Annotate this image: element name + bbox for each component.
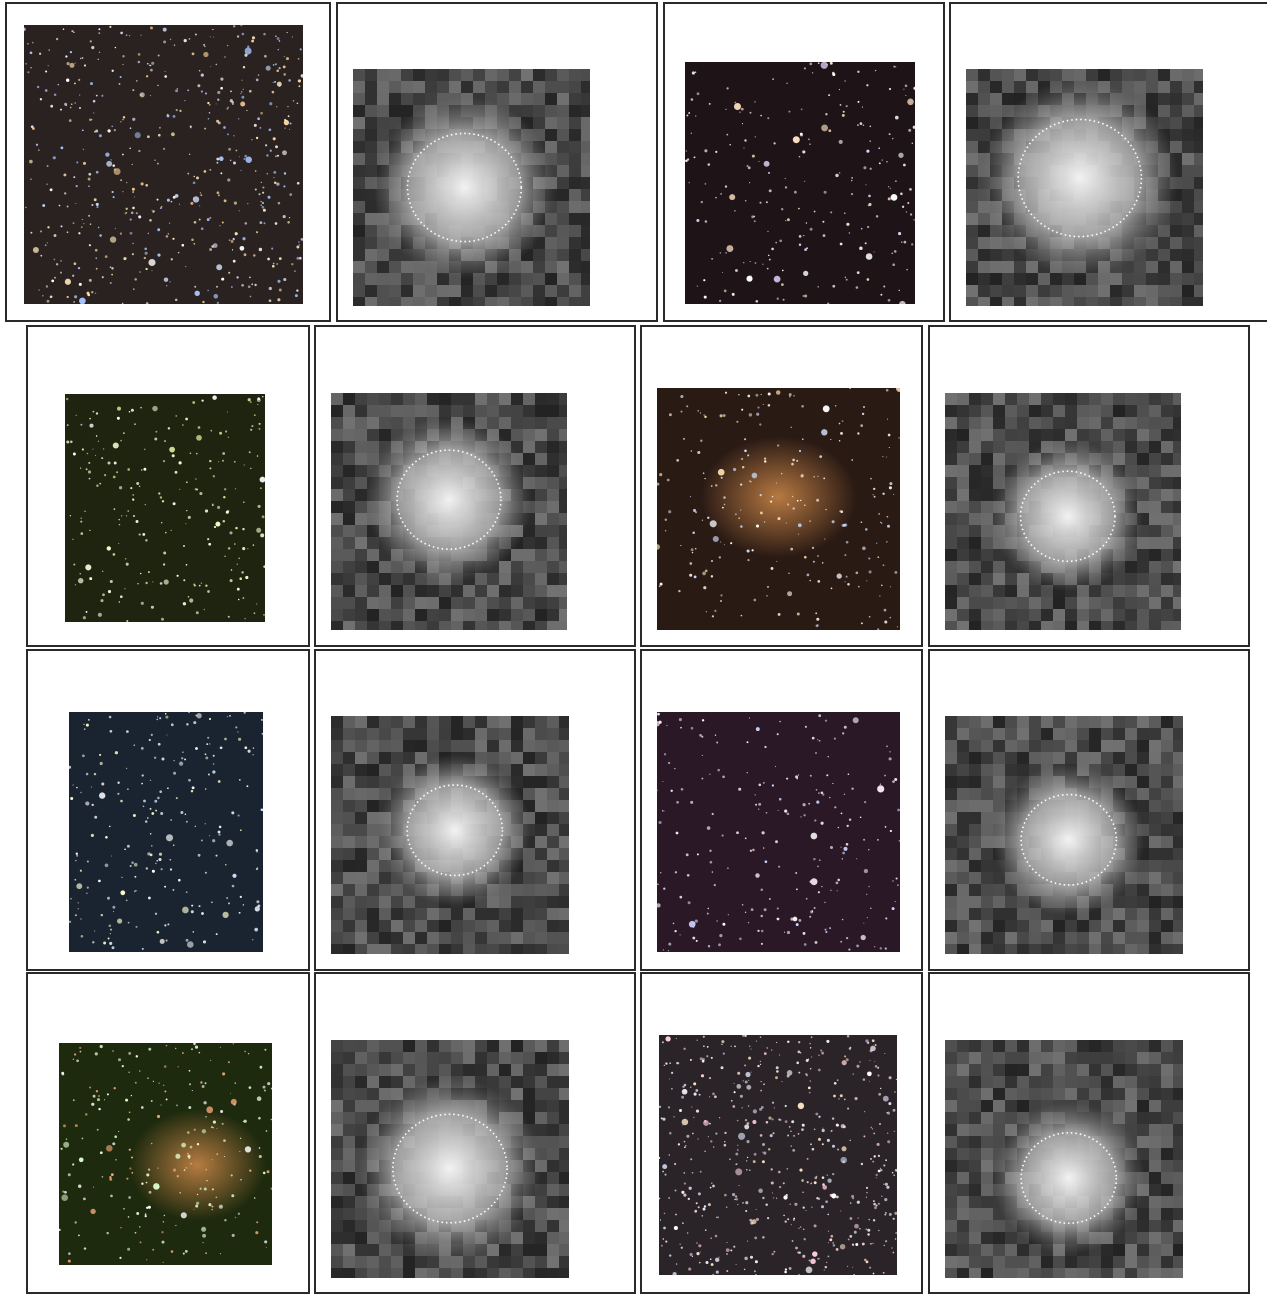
panel-5-density-map: [314, 649, 636, 971]
density-map-image: [331, 716, 569, 954]
optical-image: [657, 388, 900, 630]
density-map-image: [945, 716, 1183, 954]
density-map-image: [966, 69, 1203, 306]
panel-3-density-map: [314, 325, 636, 647]
panel-8-density-map: [928, 972, 1250, 1294]
panel-2-optical: [663, 2, 945, 322]
panel-1-density-map: [336, 2, 658, 322]
density-map-image: [945, 1040, 1183, 1278]
panel-7-density-map: [314, 972, 636, 1294]
panel-1-optical: [5, 2, 331, 322]
panel-8-optical: [640, 972, 923, 1294]
optical-image: [65, 394, 265, 622]
density-map-image: [331, 393, 567, 630]
optical-image: [685, 62, 915, 304]
panel-6-density-map: [928, 649, 1250, 971]
panel-4-density-map: [928, 325, 1250, 647]
panel-3-optical: [26, 325, 310, 647]
density-map-image: [353, 69, 590, 306]
density-map-image: [945, 393, 1181, 630]
optical-image: [24, 25, 303, 304]
density-map-image: [331, 1040, 569, 1278]
panel-7-optical: [26, 972, 310, 1294]
optical-image: [657, 712, 900, 952]
panel-5-optical: [26, 649, 310, 971]
panel-4-optical: [640, 325, 923, 647]
panel-6-optical: [640, 649, 923, 971]
optical-image: [69, 712, 263, 952]
panel-2-density-map: [949, 2, 1267, 322]
optical-image: [59, 1043, 272, 1265]
optical-image: [659, 1035, 897, 1275]
